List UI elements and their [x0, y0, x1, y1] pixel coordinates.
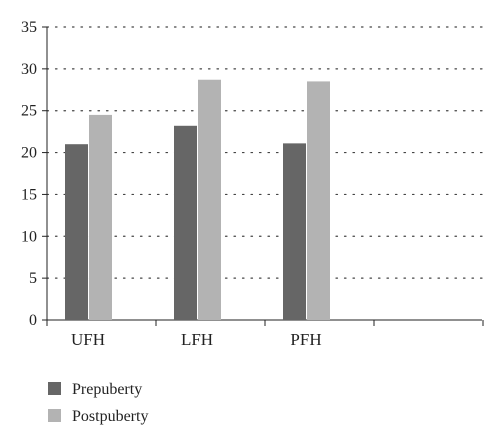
legend-swatch	[48, 409, 61, 422]
legend-swatch	[48, 382, 61, 395]
bar-postpuberty-ufh	[89, 114, 112, 321]
y-tick-label: 25	[21, 103, 37, 120]
x-axis: UFH LFH PFH	[46, 319, 484, 349]
y-tick-label: 30	[21, 61, 37, 78]
y-tick-label: 10	[21, 228, 37, 245]
y-tick-label: 0	[29, 312, 37, 329]
y-tick-label: 5	[29, 270, 37, 287]
x-tick-label: UFH	[71, 330, 105, 349]
y-tick-label: 35	[21, 19, 37, 36]
bar-postpuberty-pfh	[307, 81, 330, 321]
y-tick-label: 20	[21, 145, 37, 162]
legend: Prepuberty Postpuberty	[48, 381, 148, 425]
legend-label: Prepuberty	[72, 381, 142, 398]
x-tick-label: LFH	[181, 330, 213, 349]
bar-prepuberty-lfh	[174, 125, 197, 320]
legend-label: Postpuberty	[72, 408, 148, 425]
x-tick-label: PFH	[290, 330, 321, 349]
y-axis: 0 5 10 15 20 25 30 35	[21, 19, 48, 329]
bar-prepuberty-pfh	[283, 143, 306, 320]
bar-prepuberty-ufh	[65, 144, 88, 320]
y-tick-label: 15	[21, 186, 37, 203]
bars	[65, 79, 330, 321]
bar-postpuberty-lfh	[198, 79, 221, 321]
gridlines	[46, 26, 483, 279]
